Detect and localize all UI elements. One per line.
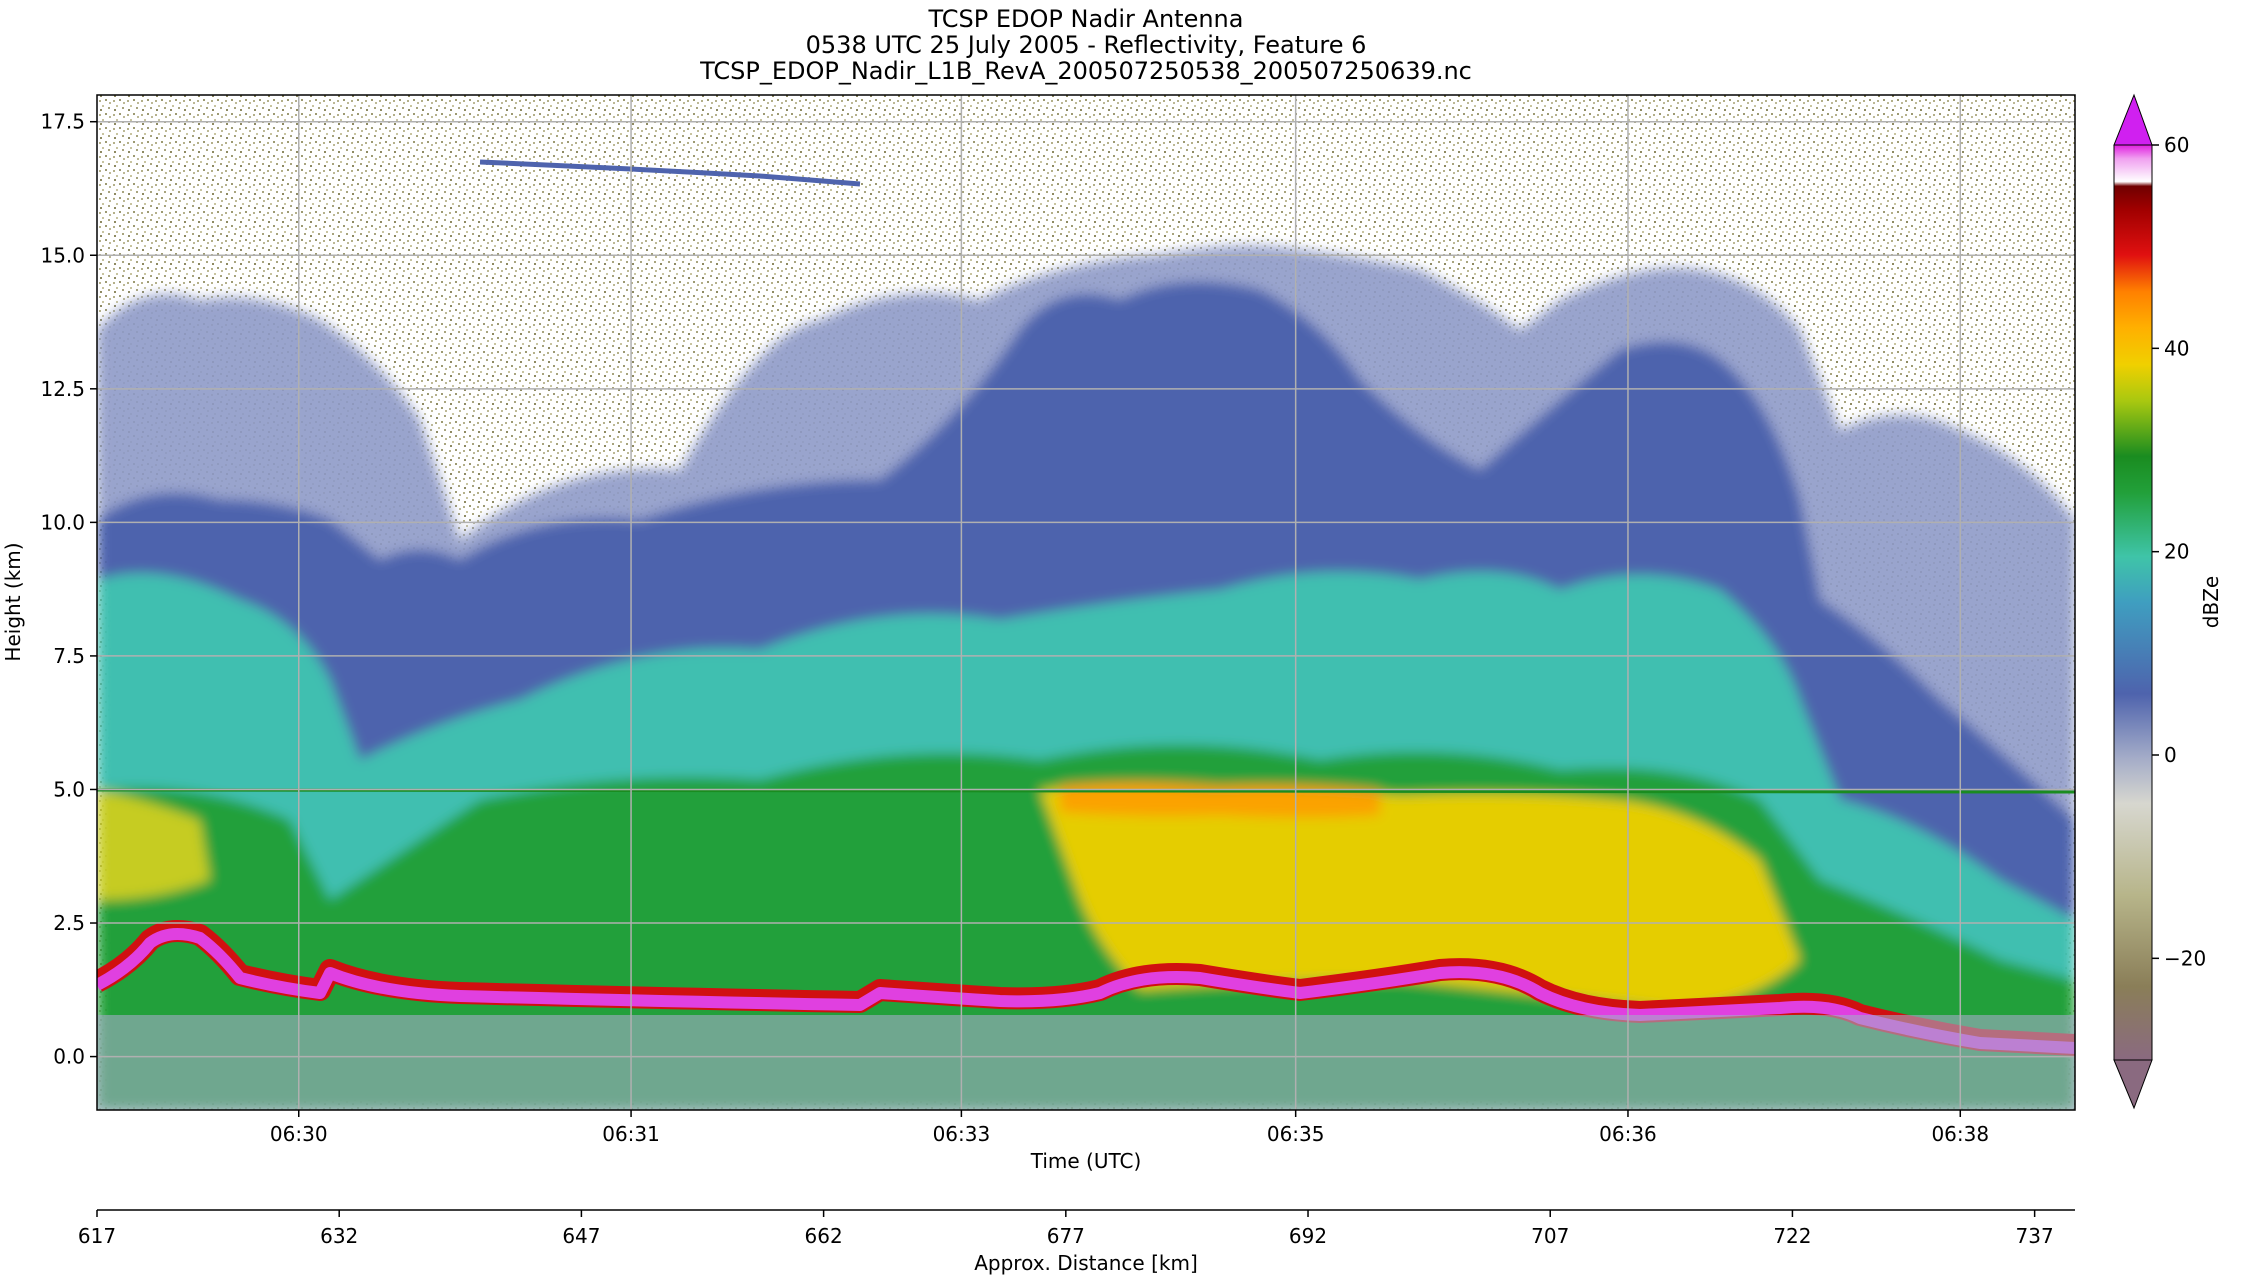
y-tick-label: 12.5 — [40, 377, 85, 401]
melting-layer-line — [97, 788, 2075, 794]
y-tick-label: 17.5 — [40, 110, 85, 134]
x-tick-label: 06:30 — [270, 1122, 328, 1146]
distance-tick-label: 662 — [805, 1224, 843, 1248]
x-tick-label: 06:36 — [1599, 1122, 1657, 1146]
distance-tick-label: 707 — [1531, 1224, 1569, 1248]
colorbar-tick-label: 20 — [2164, 540, 2189, 564]
colorbar-extend-bottom — [2113, 1059, 2153, 1110]
y-axis-label: Height (km) — [1, 542, 25, 661]
y-tick-label: 2.5 — [53, 911, 85, 935]
colorbar-extend-top — [2113, 93, 2153, 146]
distance-tick-label: 737 — [2016, 1224, 2054, 1248]
x-tick-label: 06:31 — [602, 1122, 660, 1146]
surface-return-magenta — [97, 928, 2075, 1054]
colorbar-ticks: 60 40 20 0 −20 — [2152, 133, 2206, 970]
x-tick-label: 06:35 — [1267, 1122, 1325, 1146]
distance-tick-label: 692 — [1289, 1224, 1327, 1248]
colorbar-label: dBZe — [2199, 576, 2223, 628]
distance-tick-label: 647 — [562, 1224, 600, 1248]
colorbar-tick-label: 40 — [2164, 336, 2189, 360]
y-tick-label: 10.0 — [40, 510, 85, 534]
x-tick-label: 06:38 — [1931, 1122, 1989, 1146]
x-axis-ticks: 06:30 06:31 06:33 06:35 06:36 06:38 — [270, 1110, 1989, 1146]
distance-tick-label: 632 — [320, 1224, 358, 1248]
title-line-2: 0538 UTC 25 July 2005 - Reflectivity, Fe… — [806, 31, 1367, 59]
grid-lines — [97, 95, 2075, 1110]
plot-frame — [96, 94, 2076, 1111]
chart-title: TCSP EDOP Nadir Antenna 0538 UTC 25 July… — [699, 5, 1472, 85]
y-tick-label: 5.0 — [53, 777, 85, 801]
title-line-3: TCSP_EDOP_Nadir_L1B_RevA_200507250538_20… — [699, 57, 1472, 85]
x-axis-label: Time (UTC) — [1030, 1149, 1142, 1173]
sub-surface-echo — [97, 1015, 2075, 1110]
bright-band-orange — [1060, 781, 1380, 818]
y-tick-label: 7.5 — [53, 644, 85, 668]
x-tick-label: 06:33 — [933, 1122, 991, 1146]
distance-tick-label: 617 — [78, 1224, 116, 1248]
colorbar-tick-label: 60 — [2164, 133, 2189, 157]
distance-axis-label: Approx. Distance [km] — [974, 1251, 1198, 1275]
title-line-1: TCSP EDOP Nadir Antenna — [928, 5, 1244, 33]
y-tick-label: 0.0 — [53, 1045, 85, 1069]
y-axis-ticks: 0.0 2.5 5.0 7.5 10.0 12.5 15.0 17.5 — [40, 110, 97, 1069]
heatmap-image — [97, 95, 2075, 1110]
colorbar: 60 40 20 0 −20 dBZe — [2113, 93, 2223, 1110]
rain-yellow-left — [97, 790, 210, 900]
distance-axis-ticks: 617 632 647 662 677 692 707 722 737 — [78, 1210, 2054, 1248]
cirrus-streak — [479, 159, 861, 187]
colorbar-tick-label: 0 — [2164, 743, 2177, 767]
y-tick-label: 15.0 — [40, 243, 85, 267]
colorbar-body — [2113, 144, 2153, 1061]
distance-tick-label: 722 — [1773, 1224, 1811, 1248]
colorbar-tick-label: −20 — [2164, 946, 2206, 970]
distance-tick-label: 677 — [1047, 1224, 1085, 1248]
rain-yellow — [1040, 785, 1800, 1010]
